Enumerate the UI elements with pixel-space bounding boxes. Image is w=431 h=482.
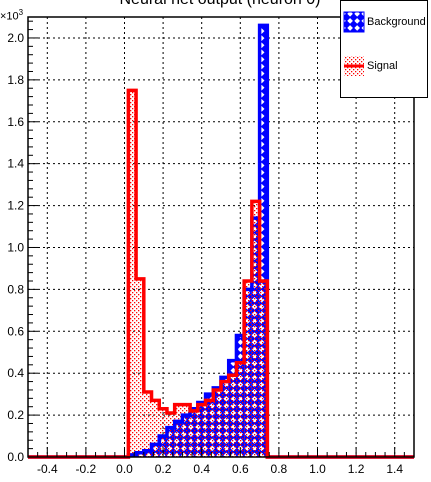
signal-bar — [143, 392, 152, 457]
x-tick-label: 1.0 — [309, 462, 326, 476]
y-tick-label: 0.0 — [7, 450, 24, 464]
signal-bar — [205, 400, 214, 457]
y-tick-label: 0.6 — [7, 324, 24, 338]
y-tick-label: 0.8 — [7, 282, 24, 296]
background-bar — [259, 25, 268, 458]
x-tick-label: -0.4 — [37, 462, 58, 476]
legend: Background Signal — [340, 0, 428, 98]
series-signal-bars — [128, 90, 268, 457]
y-multiplier-exponent: 3 — [18, 8, 24, 17]
legend-swatch-signal — [344, 56, 364, 76]
y-tick-label: 2.0 — [7, 31, 24, 45]
x-tick-label: 0.2 — [155, 462, 172, 476]
y-tick-label: 0.2 — [7, 408, 24, 422]
signal-bar — [228, 375, 237, 457]
y-tick-label: 1.4 — [7, 157, 24, 171]
x-tick-label: 0.4 — [193, 462, 210, 476]
y-tick-label: 1.6 — [7, 115, 24, 129]
legend-label-background: Background — [367, 16, 426, 28]
signal-bar — [251, 201, 260, 457]
y-tick-label: 0.4 — [7, 366, 24, 380]
signal-bar — [190, 410, 198, 457]
legend-swatch-background — [343, 11, 365, 33]
signal-bar — [136, 278, 144, 457]
y-tick-label: 1.2 — [7, 199, 24, 213]
signal-bar — [174, 404, 183, 457]
legend-entry-background: Background — [341, 7, 429, 37]
signal-bar — [197, 404, 206, 457]
y-axis-multiplier: ×103 — [0, 8, 23, 23]
signal-bar — [182, 404, 191, 457]
chart-title: Neural net output (neuron 0) — [60, 0, 380, 9]
signal-bar — [159, 408, 167, 457]
y-tick-label: 1.8 — [7, 73, 24, 87]
x-tick-label: 0.0 — [116, 462, 133, 476]
legend-entry-signal: Signal — [341, 51, 429, 81]
signal-bar — [166, 413, 175, 457]
signal-bar — [128, 90, 137, 457]
y-multiplier-text: ×10 — [0, 10, 19, 23]
x-tick-label: 0.6 — [232, 462, 249, 476]
signal-bar — [259, 281, 268, 457]
signal-bar — [236, 362, 245, 457]
x-tick-label: 1.2 — [348, 462, 365, 476]
signal-bar — [151, 400, 160, 457]
x-tick-label: 1.4 — [386, 462, 403, 476]
signal-bar — [244, 281, 252, 457]
x-tick-label: 0.8 — [271, 462, 288, 476]
legend-label-signal: Signal — [367, 60, 398, 72]
x-tick-label: -0.2 — [76, 462, 97, 476]
signal-bar — [221, 381, 229, 457]
y-tick-label: 1.0 — [7, 240, 24, 254]
axis-ticks: -0.4 -0.2 0.0 0.2 0.4 0.6 0.8 1.0 1.2 1.4 0.0 0.2 0.… — [7, 20, 415, 476]
signal-bar — [213, 389, 221, 457]
